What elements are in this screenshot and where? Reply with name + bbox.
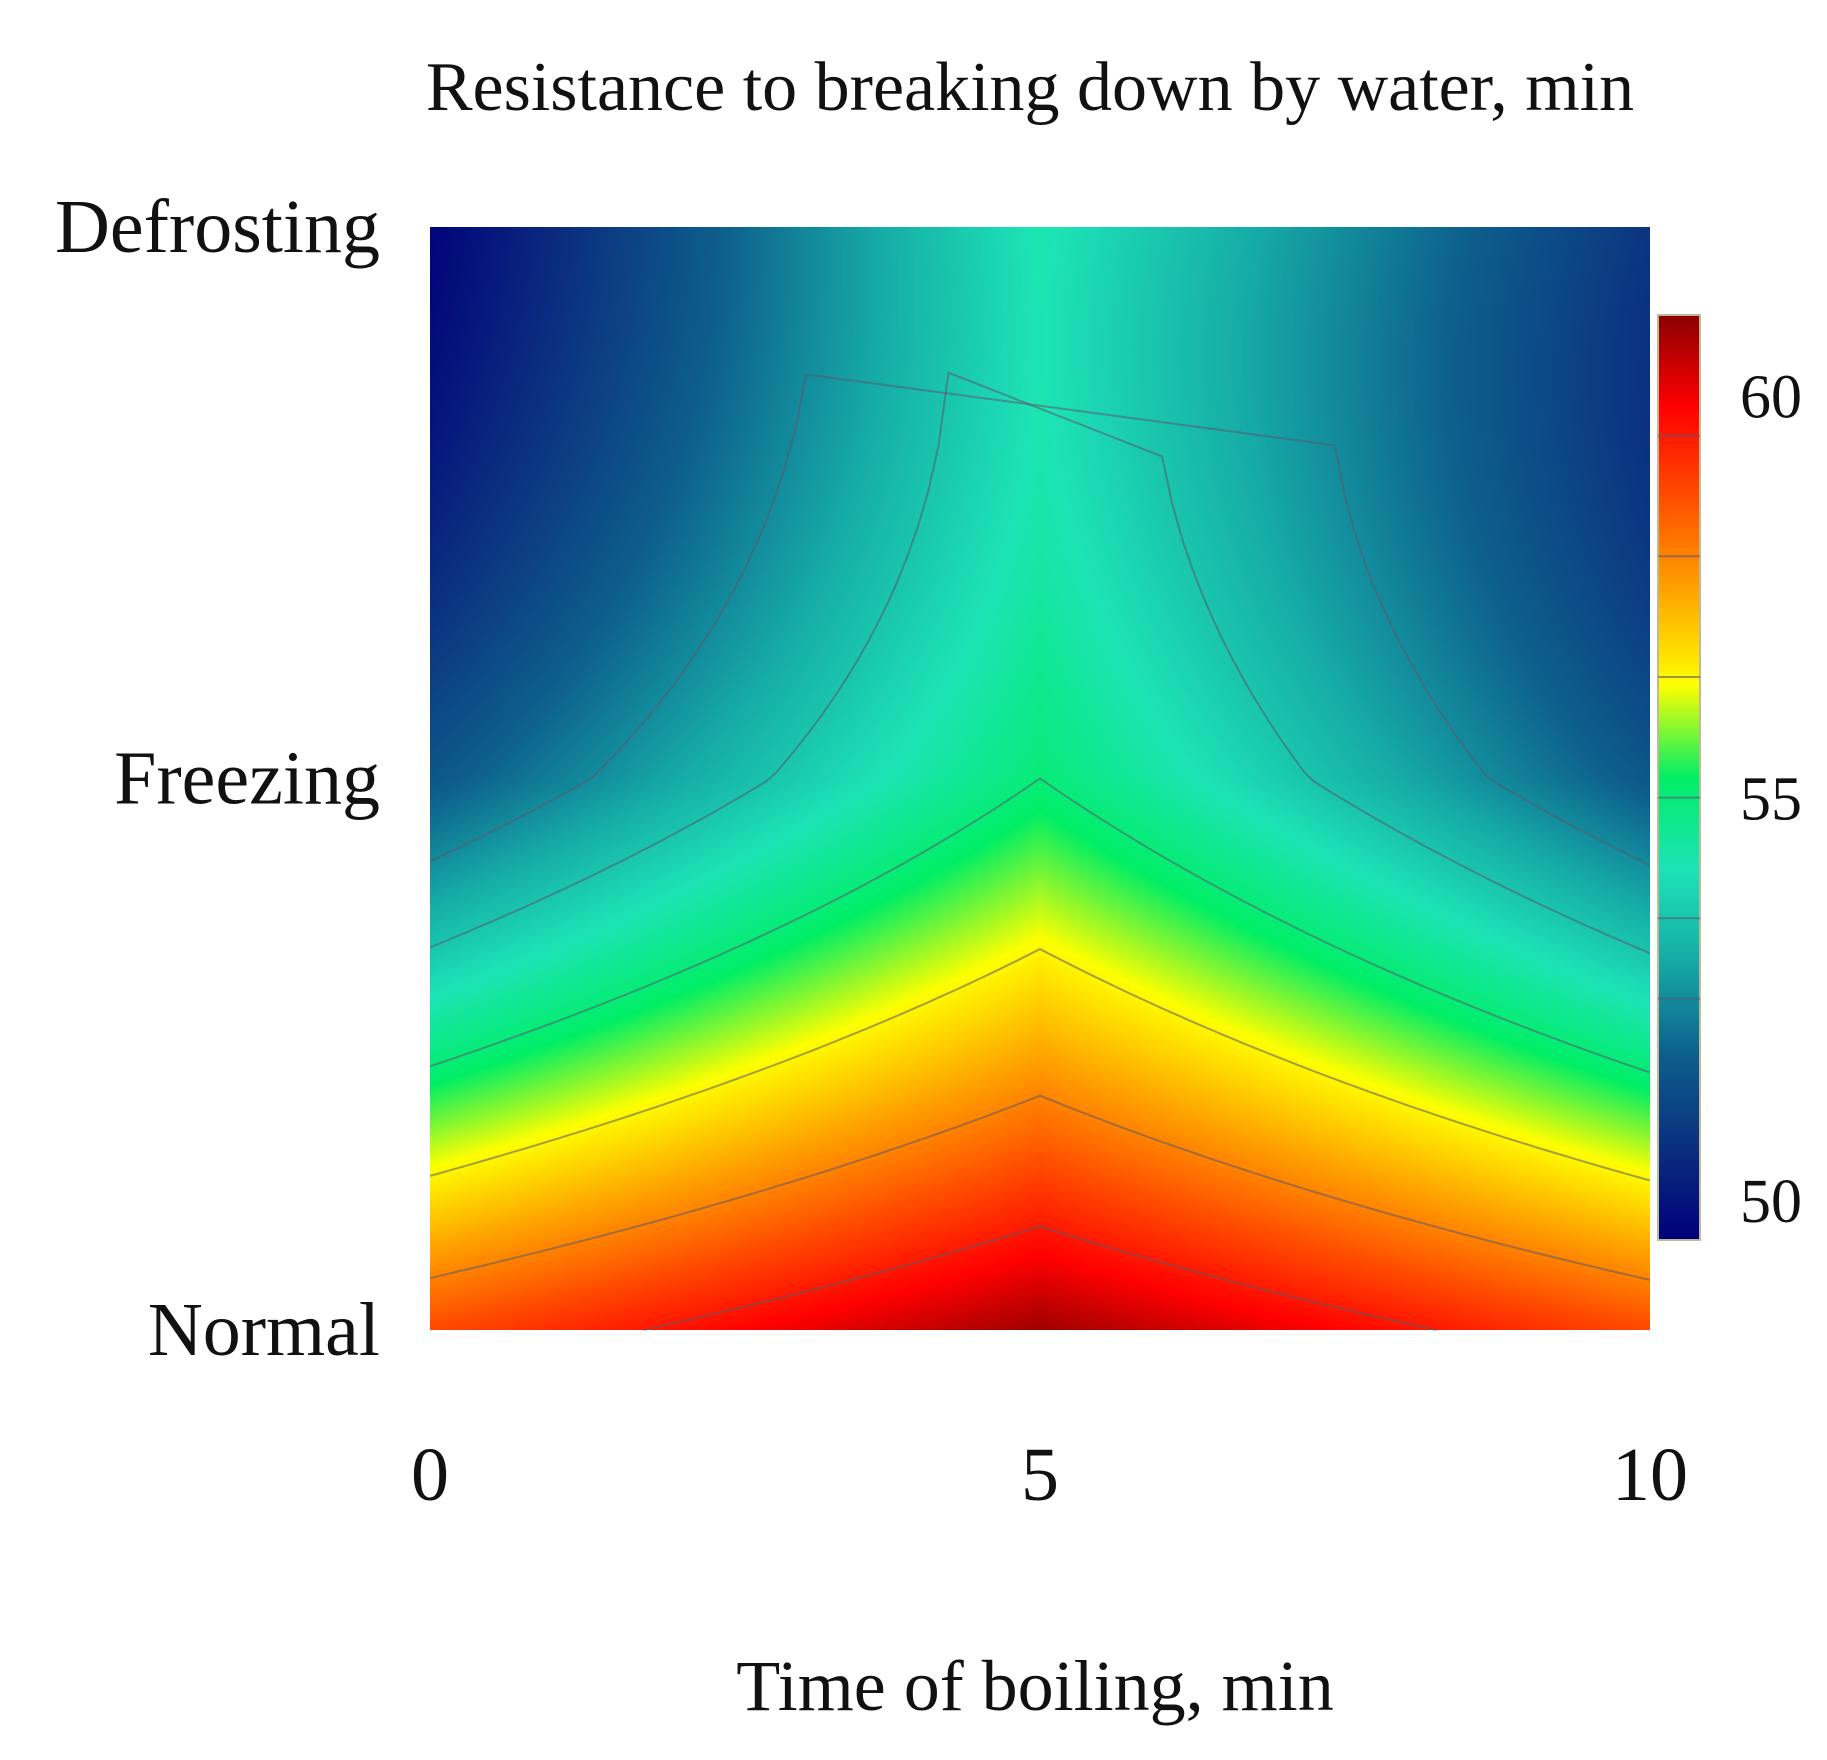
colorbar-tick-label: 60 (1740, 363, 1802, 431)
contour-line (429, 1094, 1651, 1281)
colorbar-tick-label: 50 (1740, 1168, 1802, 1236)
contour-line (429, 373, 1651, 867)
colorbar-gradient (1657, 314, 1701, 1241)
x-axis: 0 5 10 (411, 1433, 1688, 1517)
contour-line (429, 371, 1651, 955)
x-tick-label: 10 (1612, 1433, 1688, 1517)
x-tick-label: 5 (1021, 1433, 1059, 1517)
y-tick-label-defrosting: Defrosting (55, 185, 380, 269)
y-tick-label-normal: Normal (148, 1288, 380, 1372)
contour-line (429, 777, 1651, 1074)
colorbar: 50 55 60 (1657, 314, 1802, 1241)
contour-line (429, 947, 1651, 1182)
contour-line (643, 1225, 1437, 1331)
y-tick-label-freezing: Freezing (114, 737, 380, 821)
colorbar-tick-label: 55 (1740, 766, 1802, 834)
contour-lines (429, 371, 1651, 1331)
x-tick-label: 0 (411, 1433, 449, 1517)
chart-title: Resistance to breaking down by water, mi… (426, 49, 1634, 126)
y-axis: Normal Freezing Defrosting (55, 185, 380, 1372)
x-axis-label: Time of boiling, min (736, 1646, 1333, 1726)
